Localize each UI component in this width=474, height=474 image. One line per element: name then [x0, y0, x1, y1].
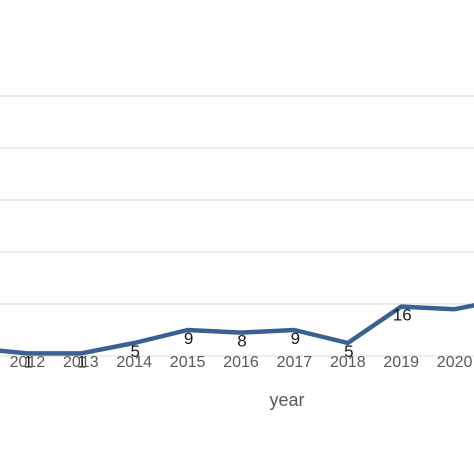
x-axis-tick-labels: 2012 2013 2014 2015 2016 2017 2018 2019 2020	[10, 354, 473, 371]
data-label: 16	[393, 306, 412, 325]
data-label: 1	[24, 352, 33, 371]
data-label: 8	[237, 332, 246, 351]
x-tick-label: 2013	[63, 354, 99, 371]
gridlines	[0, 95, 474, 357]
data-label: 9	[291, 329, 300, 348]
data-label: 5	[344, 342, 353, 361]
x-tick-label: 2014	[116, 354, 152, 371]
x-tick-label: 2017	[277, 354, 313, 371]
x-tick-label: 2019	[383, 354, 419, 371]
x-tick-label: 2016	[223, 354, 259, 371]
x-tick-label: 2015	[170, 354, 206, 371]
x-axis-title: year	[269, 390, 304, 410]
data-labels: 1 1 5 9 8 9 5 16	[24, 306, 412, 372]
x-tick-label: 2018	[330, 354, 366, 371]
data-label: 5	[130, 342, 139, 361]
series-line	[0, 303, 474, 356]
series-layer	[0, 303, 474, 356]
data-label: 1	[77, 352, 86, 371]
x-tick-label: 2012	[10, 354, 46, 371]
x-tick-label: 2020	[437, 354, 473, 371]
data-label: 9	[184, 329, 193, 348]
